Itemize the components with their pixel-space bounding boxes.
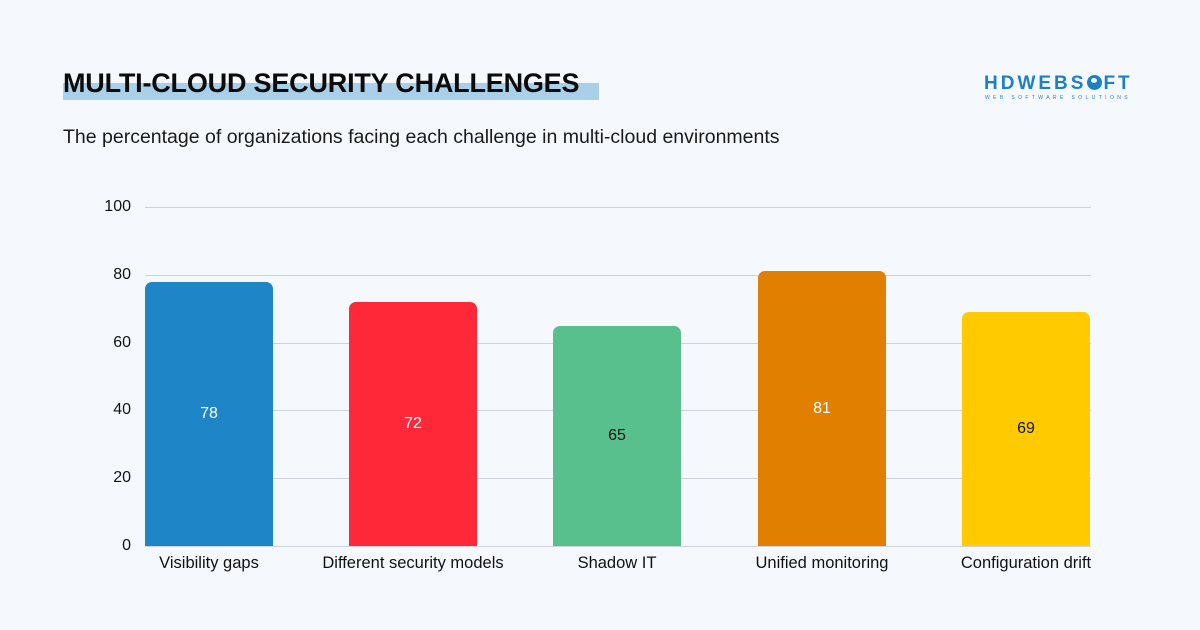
bar-value-label: 65	[608, 427, 626, 444]
chart-title: MULTI-CLOUD SECURITY CHALLENGES	[63, 68, 580, 98]
y-axis-tick-label: 40	[113, 401, 131, 418]
gridline	[145, 275, 1091, 276]
bar[interactable]	[553, 326, 681, 546]
y-axis-tick-label: 80	[113, 266, 131, 283]
title-block: MULTI-CLOUD SECURITY CHALLENGES	[63, 68, 599, 100]
y-axis-tick-label: 60	[113, 334, 131, 351]
x-axis-category-label: Unified monitoring	[755, 554, 889, 572]
y-axis-tick-label: 20	[113, 469, 131, 486]
chart-subtitle: The percentage of organizations facing e…	[63, 126, 780, 148]
gridline	[145, 546, 1091, 547]
globe-icon	[1087, 75, 1103, 90]
bar-value-label: 72	[404, 415, 422, 432]
logo-wordmark: HDWEBS FT	[984, 73, 1133, 94]
gridline	[145, 207, 1091, 208]
brand-logo: HDWEBS FT WEB SOFTWARE SOLUTIONS	[984, 73, 1140, 102]
bar[interactable]	[349, 302, 477, 546]
bar[interactable]	[145, 282, 273, 546]
x-axis-category-label: Shadow IT	[577, 554, 657, 572]
bar[interactable]	[962, 312, 1090, 546]
bar[interactable]	[758, 271, 886, 546]
y-axis-tick-label: 100	[104, 198, 131, 215]
bar-value-label: 78	[200, 405, 218, 422]
x-axis-category-label: Configuration drift	[960, 554, 1092, 572]
x-axis-category-label: Visibility gaps	[159, 554, 259, 572]
logo-tagline: WEB SOFTWARE SOLUTIONS	[985, 95, 1132, 101]
y-axis-tick-label: 0	[122, 537, 131, 554]
bar-value-label: 69	[1017, 420, 1035, 437]
title-highlight	[63, 83, 599, 100]
x-axis-category-label: Different security models	[322, 554, 504, 572]
bar-value-label: 81	[813, 400, 831, 417]
